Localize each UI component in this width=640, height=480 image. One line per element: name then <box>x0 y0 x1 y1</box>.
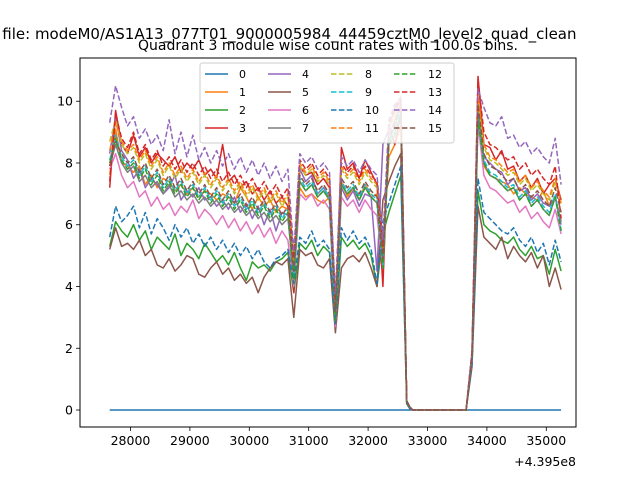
figure-suptitle: n file: modeM0/AS1A13_077T01_9000005984_… <box>0 25 577 44</box>
x-tick-label: 31000 <box>289 433 329 448</box>
legend-label-15: 15 <box>428 122 442 135</box>
legend-label-7: 7 <box>302 122 309 135</box>
series-line-5 <box>108 152 562 411</box>
series-line-15 <box>108 103 562 411</box>
legend-label-11: 11 <box>365 122 379 135</box>
x-axis-offset-label: +4.395e8 <box>514 454 576 469</box>
y-tick-label: 10 <box>57 94 73 109</box>
x-tick-label: 33000 <box>408 433 448 448</box>
x-tick-label: 29000 <box>170 433 210 448</box>
x-tick-label: 34000 <box>467 433 507 448</box>
series-line-7 <box>108 103 562 411</box>
y-tick-label: 2 <box>65 341 73 356</box>
series-line-1 <box>108 106 562 411</box>
series-line-4 <box>108 97 562 411</box>
legend-label-10: 10 <box>365 104 379 117</box>
y-tick-label: 0 <box>65 403 73 418</box>
series-line-6 <box>108 97 562 411</box>
legend-label-13: 13 <box>428 86 442 99</box>
x-tick-label: 32000 <box>348 433 388 448</box>
legend-label-1: 1 <box>239 86 246 99</box>
y-tick-label: 6 <box>65 217 73 232</box>
series-line-14 <box>108 85 562 411</box>
legend-label-9: 9 <box>365 86 372 99</box>
legend-label-3: 3 <box>239 122 246 135</box>
chart-title: Quadrant 3 module wise count rates with … <box>138 38 518 54</box>
x-axis: 28000 29000 30000 31000 32000 33000 34000 35000 <box>111 427 566 448</box>
legend-label-0: 0 <box>239 68 246 81</box>
series-line-10 <box>108 165 562 411</box>
x-tick-label: 35000 <box>526 433 566 448</box>
legend-label-14: 14 <box>428 104 442 117</box>
x-tick-label: 30000 <box>229 433 269 448</box>
legend-label-6: 6 <box>302 104 309 117</box>
axes-frame <box>79 57 577 428</box>
series-layer <box>108 75 562 411</box>
y-tick-label: 4 <box>65 279 73 294</box>
legend-label-12: 12 <box>428 68 442 81</box>
y-axis: 0 2 4 6 8 10 <box>57 94 80 418</box>
x-tick-label: 28000 <box>111 433 151 448</box>
legend-label-4: 4 <box>302 68 309 81</box>
legend-box <box>199 62 455 144</box>
legend-label-5: 5 <box>302 86 309 99</box>
y-tick-label: 8 <box>65 155 73 170</box>
legend-label-2: 2 <box>239 104 246 117</box>
legend-label-8: 8 <box>365 68 372 81</box>
